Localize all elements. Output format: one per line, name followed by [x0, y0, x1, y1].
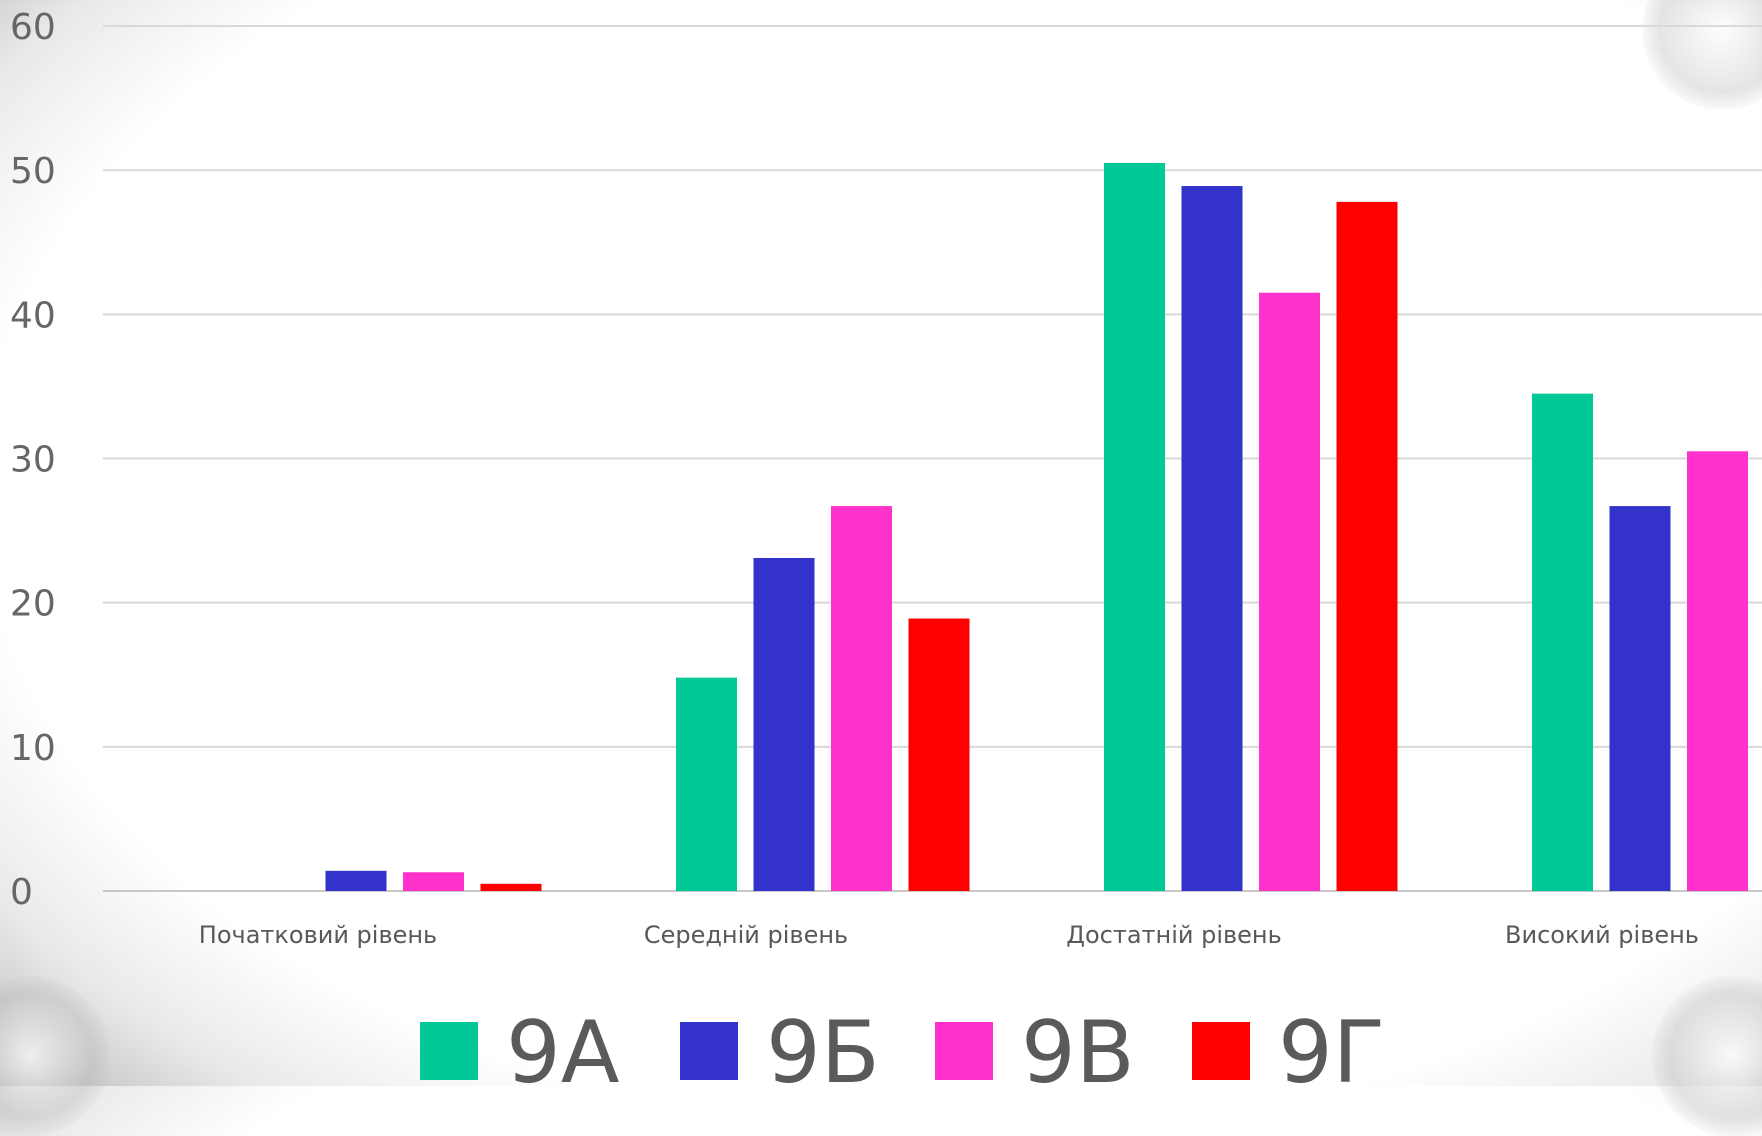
bar-3-4: [1337, 202, 1398, 891]
bar-3-1: [1104, 163, 1165, 891]
y-tick-label: 20: [10, 584, 56, 625]
legend-label: 9Б: [766, 1003, 880, 1086]
x-tick-label: Середній рівень: [644, 921, 848, 949]
bar-chart: 0 10 20 30 40 50 60 Початковий рівень Середній …: [0, 0, 1762, 1086]
y-tick-label: 40: [10, 295, 56, 336]
bars: [326, 163, 1762, 891]
legend-swatch: [420, 1022, 478, 1080]
legend-swatch: [935, 1022, 993, 1080]
bar-4-1: [1532, 394, 1593, 891]
bar-4-3: [1687, 451, 1748, 891]
bar-2-2: [754, 558, 815, 891]
bar-3-3: [1259, 293, 1320, 891]
bar-3-2: [1182, 186, 1243, 891]
bar-1-2: [326, 871, 387, 891]
x-tick-label: Високий рівень: [1505, 921, 1699, 949]
bar-2-1: [676, 678, 737, 891]
bar-2-4: [909, 619, 970, 891]
x-axis-ticks: Початковий рівень Середній рівень Достатні…: [199, 921, 1699, 949]
x-tick-label: Початковий рівень: [199, 921, 437, 949]
legend-label: 9Г: [1278, 1003, 1385, 1086]
chart-frame: 0 10 20 30 40 50 60 Початковий рівень Середній …: [0, 0, 1762, 1086]
bar-2-3: [831, 506, 892, 891]
y-tick-label: 50: [10, 151, 56, 192]
y-axis-ticks: 0 10 20 30 40 50 60: [10, 7, 56, 913]
bar-1-4: [481, 884, 542, 891]
legend: 9А 9Б 9В 9Г: [420, 1003, 1385, 1086]
legend-swatch: [680, 1022, 738, 1080]
bar-1-3: [403, 872, 464, 891]
legend-label: 9В: [1021, 1003, 1135, 1086]
bar-4-2: [1610, 506, 1671, 891]
y-tick-label: 60: [10, 7, 56, 48]
y-tick-label: 30: [10, 440, 56, 481]
y-tick-label: 10: [10, 728, 56, 769]
y-tick-label: 0: [10, 872, 33, 913]
legend-swatch: [1192, 1022, 1250, 1080]
legend-label: 9А: [506, 1003, 620, 1086]
x-tick-label: Достатній рівень: [1066, 921, 1282, 949]
